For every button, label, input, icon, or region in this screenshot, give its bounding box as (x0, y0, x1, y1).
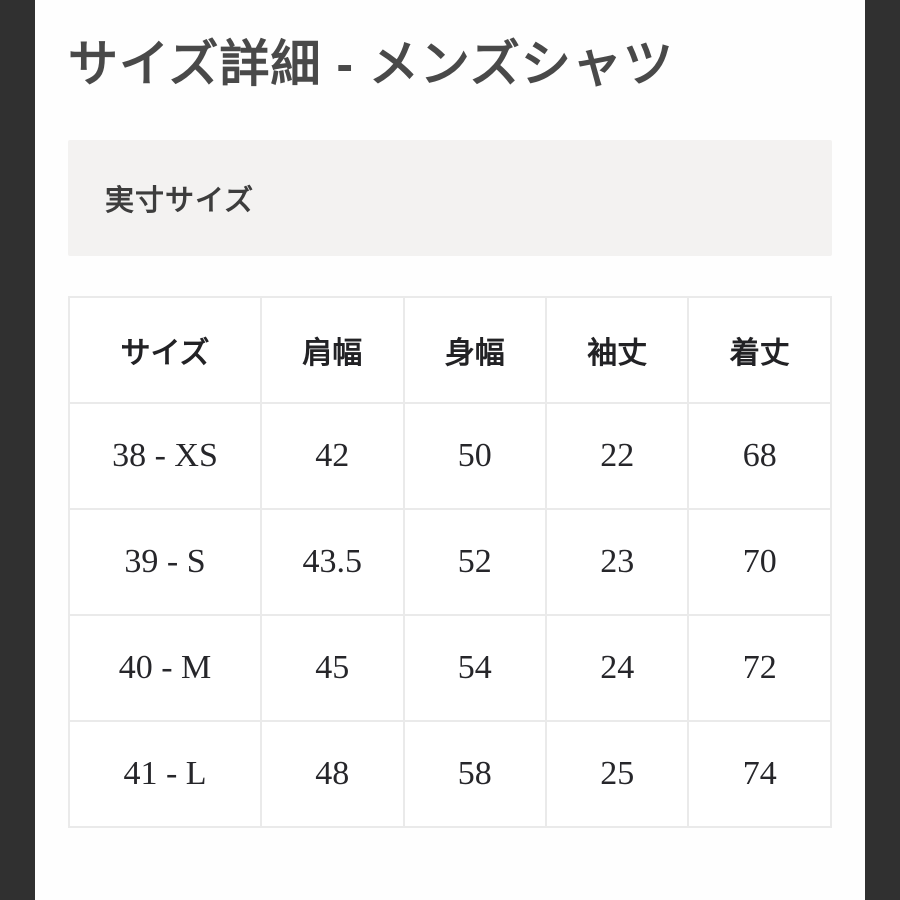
cell-shoulder-width: 42 (260, 402, 405, 510)
cell-shoulder-width: 45 (260, 614, 405, 722)
section-header: 実寸サイズ (68, 140, 832, 256)
table-row-40-m: 40 - M 45 54 24 72 (67, 614, 832, 722)
column-header-shoulder-width: 肩幅 (260, 296, 405, 404)
cell-garment-length: 74 (687, 720, 832, 828)
cell-sleeve-length: 24 (544, 614, 690, 722)
cell-body-width: 52 (402, 508, 547, 616)
cell-size-label: 40 - M (67, 614, 263, 722)
section-heading: 実寸サイズ (105, 185, 255, 217)
cell-size-label: 41 - L (67, 720, 263, 828)
column-header-sleeve-length: 袖丈 (544, 296, 690, 404)
cell-body-width: 54 (402, 614, 547, 722)
left-frame-bar (0, 0, 35, 900)
column-header-size: サイズ (67, 296, 263, 404)
right-frame-bar (865, 0, 900, 900)
cell-shoulder-width: 43.5 (260, 508, 405, 616)
column-header-body-width: 身幅 (402, 296, 547, 404)
page-title: サイズ詳細 - メンズシャツ (68, 36, 674, 92)
cell-size-label: 38 - XS (67, 402, 263, 510)
table-header-row: サイズ 肩幅 身幅 袖丈 着丈 (67, 296, 832, 404)
cell-garment-length: 68 (687, 402, 832, 510)
cell-sleeve-length: 23 (544, 508, 690, 616)
size-detail-page: サイズ詳細 - メンズシャツ 実寸サイズ サイズ 肩幅 身幅 袖丈 着丈 38 … (35, 0, 865, 900)
cell-garment-length: 72 (687, 614, 832, 722)
cell-body-width: 58 (402, 720, 547, 828)
size-chart-table: サイズ 肩幅 身幅 袖丈 着丈 38 - XS 42 50 22 68 39 -… (67, 296, 832, 828)
cell-body-width: 50 (402, 402, 547, 510)
cell-shoulder-width: 48 (260, 720, 405, 828)
table-row-39-s: 39 - S 43.5 52 23 70 (67, 508, 832, 616)
cell-garment-length: 70 (687, 508, 832, 616)
cell-size-label: 39 - S (67, 508, 263, 616)
table-row-41-l: 41 - L 48 58 25 74 (67, 720, 832, 828)
table-row-38-xs: 38 - XS 42 50 22 68 (67, 402, 832, 510)
column-header-garment-length: 着丈 (687, 296, 832, 404)
cell-sleeve-length: 22 (544, 402, 690, 510)
cell-sleeve-length: 25 (544, 720, 690, 828)
